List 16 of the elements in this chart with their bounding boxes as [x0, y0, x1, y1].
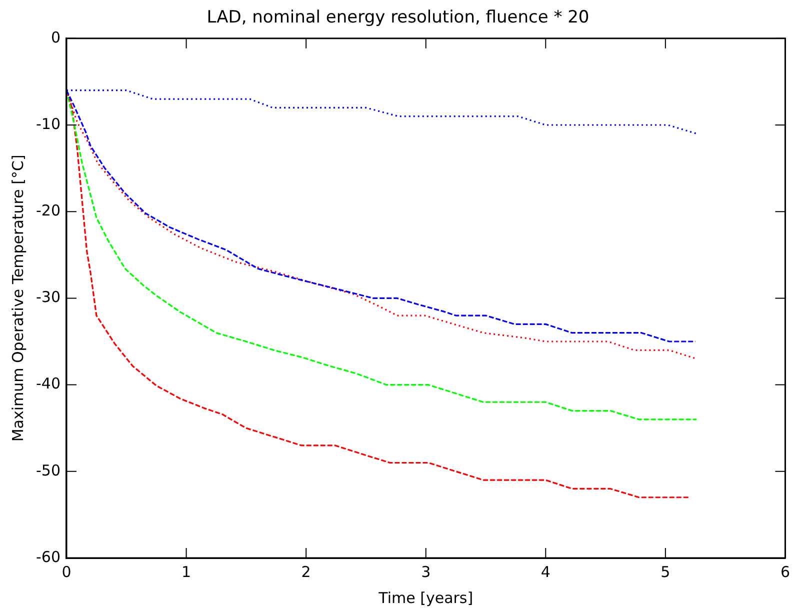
y-tick-label: -10 — [36, 114, 60, 133]
x-tick-label: 4 — [540, 562, 550, 581]
y-tick-label: 0 — [50, 28, 60, 46]
y-tick-label: -20 — [36, 201, 60, 220]
x-tick-label: 1 — [182, 562, 192, 581]
y-tick-label: -60 — [36, 548, 60, 566]
y-tick-label: -40 — [36, 374, 60, 393]
y-tick-label: -30 — [36, 288, 60, 306]
y-axis-title: Maximum Operative Temperature [°C] — [8, 154, 27, 442]
x-tick-label: 6 — [780, 562, 790, 581]
x-axis-title: Time [years] — [378, 588, 474, 607]
chart-title: LAD, nominal energy resolution, fluence * 20 — [206, 8, 590, 28]
x-tick-label: 3 — [421, 562, 431, 581]
x-tick-label: 5 — [660, 562, 670, 581]
y-tick-label: -50 — [36, 461, 60, 480]
x-tick-label: 2 — [301, 562, 311, 581]
